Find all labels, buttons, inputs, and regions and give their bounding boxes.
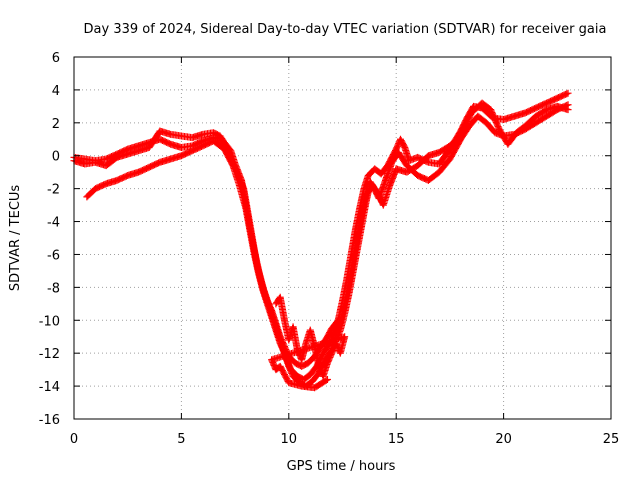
x-tick-label: 5 <box>177 432 185 447</box>
y-tick-label: -12 <box>39 347 60 362</box>
data-point-plus <box>563 90 571 98</box>
y-tick-label: -6 <box>47 248 60 263</box>
y-tick-label: -8 <box>47 281 60 296</box>
y-tick-label: 4 <box>52 84 60 99</box>
data-point-plus <box>564 106 572 114</box>
y-tick-label: -14 <box>39 380 60 395</box>
plot-frame <box>73 56 612 420</box>
data-point-plus <box>322 376 330 384</box>
y-tick-label: 0 <box>52 150 60 165</box>
y-tick-label: -10 <box>39 314 60 329</box>
x-tick-label: 0 <box>70 432 78 447</box>
y-tick-labels: -16 -14 -12 -10 -8 -6 -4 -2 0 2 4 6 <box>39 51 60 428</box>
y-axis-label: SDTVAR / TECUs <box>8 185 23 292</box>
x-tick-label: 15 <box>388 432 405 447</box>
x-tick-label: 20 <box>495 432 512 447</box>
x-axis-label: GPS time / hours <box>287 459 396 474</box>
y-tick-label: 6 <box>52 51 60 66</box>
x-tick-labels: 0 5 10 15 20 25 <box>70 432 619 447</box>
data-point-plus <box>564 89 572 97</box>
x-tick-label: 25 <box>603 432 620 447</box>
data-points <box>70 89 572 392</box>
data-point-plus <box>323 376 331 384</box>
tick-marks <box>73 56 612 420</box>
x-tick-label: 10 <box>281 432 298 447</box>
chart-title: Day 339 of 2024, Sidereal Day-to-day VTE… <box>84 22 607 37</box>
y-tick-label: 2 <box>52 117 60 132</box>
y-tick-label: -2 <box>47 183 60 198</box>
y-tick-label: -16 <box>39 413 60 428</box>
y-tick-label: -4 <box>47 216 60 231</box>
